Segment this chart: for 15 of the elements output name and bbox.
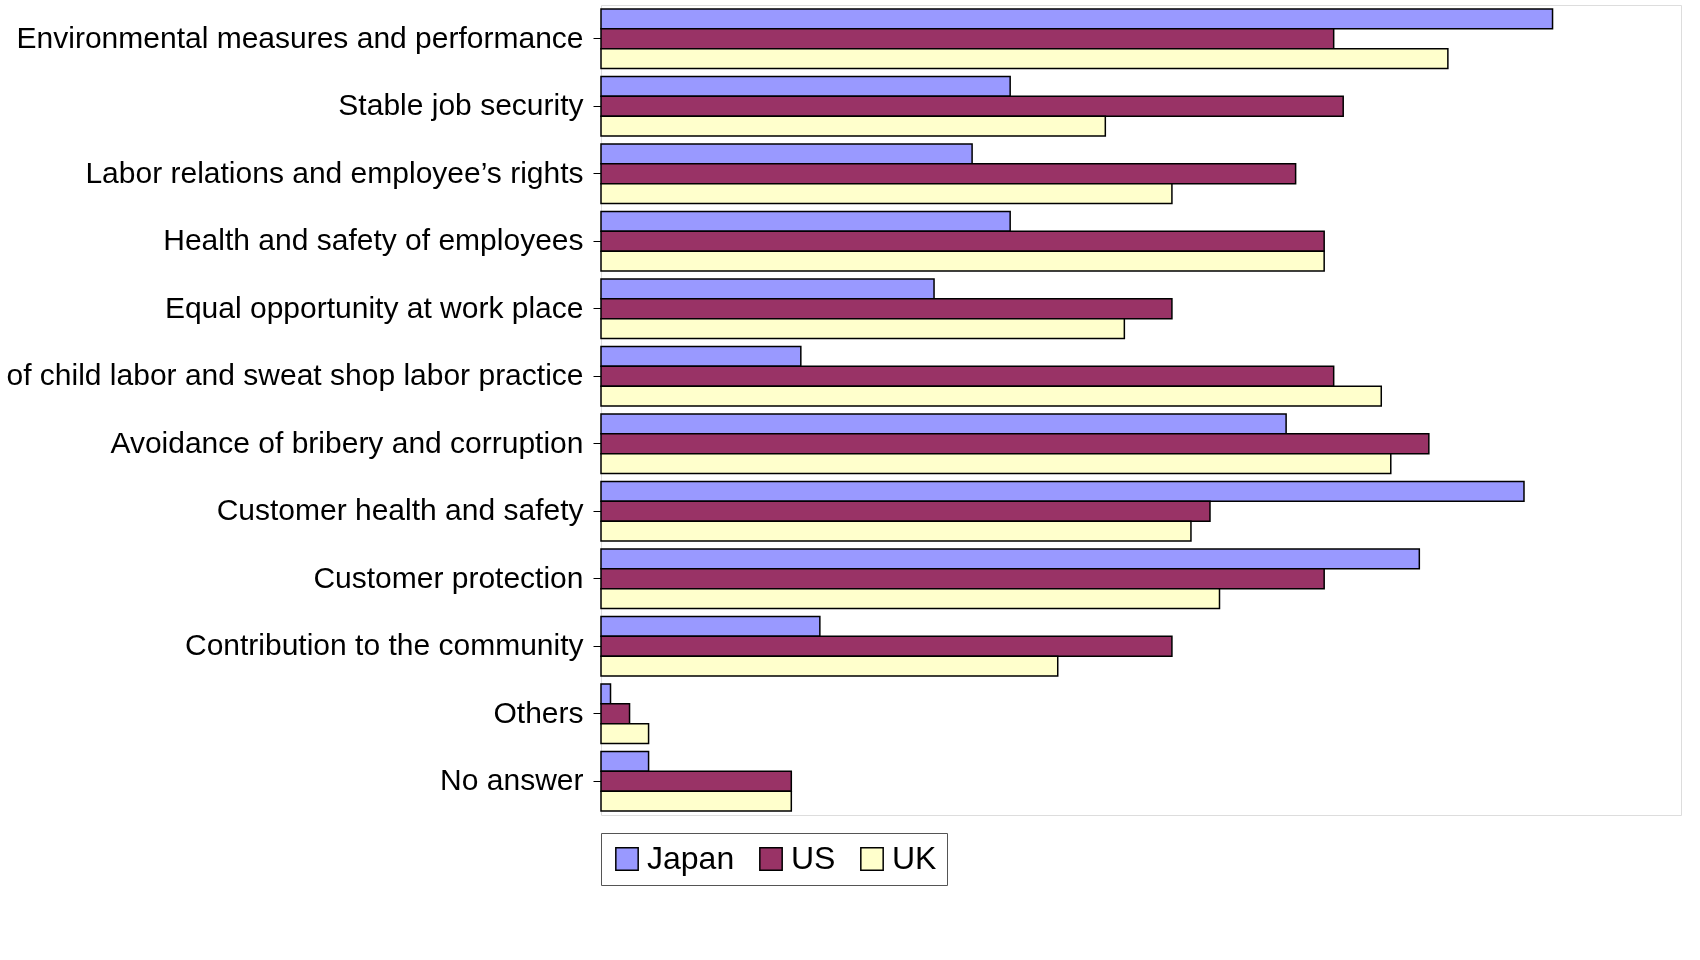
legend-label: Japan [647,840,735,876]
y-tick-label: Avoidance of bribery and corruption [110,425,584,459]
legend-label: UK [892,840,937,876]
y-tick-label: Others [493,695,584,729]
y-tick-label: Customer protection [313,560,584,594]
legend-label: US [791,840,836,876]
y-tick-label: Labor relations and employee’s rights [85,155,584,189]
y-tick-label: No answer [440,763,584,797]
y-tick-label: Health and safety of employees [163,223,584,257]
y-tick-label: Stable job security [338,88,584,122]
y-tick-label: Environmental measures and performance [16,20,584,54]
y-tick-label: Customer health and safety [216,493,584,527]
y-tick-label: Equal opportunity at work place [164,290,584,324]
y-tick-label: of child labor and sweat shop labor practice [6,358,584,392]
y-tick-label: Contribution to the community [184,628,584,662]
